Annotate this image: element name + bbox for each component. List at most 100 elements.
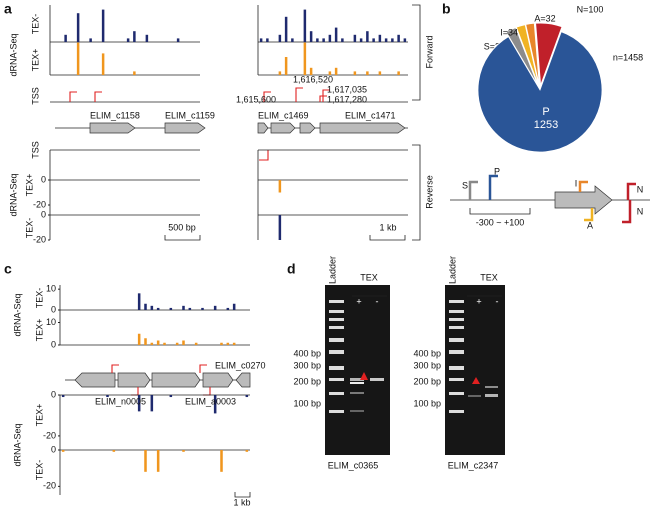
signal-bar (101, 53, 105, 75)
gene-label: ELIM_c1471 (345, 110, 396, 120)
row-label: TEX+ (24, 174, 34, 197)
pie-slice (535, 22, 563, 86)
group-label: dRNA-Seq (8, 33, 18, 76)
row-label: TEX+ (30, 49, 40, 72)
slice-label: A=32 (534, 13, 555, 23)
row-label: TSS (30, 141, 40, 159)
signal-bar (150, 342, 154, 345)
panel-label: d (287, 261, 296, 277)
y-tick-label: -20 (33, 199, 46, 209)
signal-bar (176, 38, 180, 42)
row-label: TSS (30, 87, 40, 105)
size-label: 100 bp (293, 398, 321, 408)
group-label: dRNA-Seq (8, 173, 18, 216)
signal-bar (188, 307, 192, 310)
signal-bar (76, 42, 80, 75)
size-label: 200 bp (293, 376, 321, 386)
signal-bar (220, 342, 223, 345)
slice-label: N=100 (577, 4, 604, 14)
slice-label: I=34 (500, 27, 518, 37)
signal-bar (397, 71, 400, 75)
coordinate: 1,617,280 (327, 94, 367, 104)
signal-bar (372, 38, 375, 42)
signal-bar (278, 215, 282, 240)
strand-label: Forward (424, 35, 434, 68)
signal-bar (278, 71, 282, 75)
group-label: dRNA-Seq (12, 423, 22, 466)
row-label: TEX- (30, 14, 40, 35)
panel-b-layout (450, 174, 650, 224)
group-label: dRNA-Seq (12, 293, 22, 336)
signal-bar (182, 340, 185, 345)
panel-a-layout (49, 4, 421, 241)
row-label: TEX- (34, 288, 44, 309)
ladder-label: Ladder (447, 256, 457, 284)
panel-label: a (4, 1, 12, 17)
gel-name: ELIM_c0365 (328, 460, 379, 470)
row-label: TEX- (34, 460, 44, 481)
signal-bar (284, 16, 288, 42)
panel-label: b (442, 1, 451, 17)
y-tick-label: 10 (46, 284, 56, 294)
signal-bar (169, 395, 173, 398)
signal-bar (328, 34, 332, 42)
tss-label: N (637, 206, 644, 216)
y-tick-label: 0 (51, 444, 56, 454)
scale-label: 500 bp (168, 222, 196, 232)
signal-bar (303, 42, 307, 75)
signal-bar (366, 71, 369, 75)
tss-label: I (575, 178, 578, 188)
signal-bar (137, 333, 141, 345)
range-label: -300 ~ +100 (476, 217, 525, 227)
size-label: 400 bp (293, 348, 321, 358)
signal-bar (126, 38, 130, 42)
signal-bar (232, 342, 236, 345)
gel-name: ELIM_c2347 (448, 460, 499, 470)
size-label: 200 bp (413, 376, 441, 386)
scale-label: 1 kb (379, 222, 396, 232)
signal-bar (61, 450, 65, 452)
size-label: 400 bp (413, 348, 441, 358)
signal-bar (89, 38, 92, 42)
signal-bar (156, 450, 160, 472)
signal-bar (150, 395, 154, 412)
signal-bar (64, 34, 67, 42)
signal-bar (303, 9, 307, 43)
signal-bar (156, 307, 160, 310)
y-tick-label: 0 (51, 389, 56, 399)
signal-bar (353, 71, 357, 75)
signal-bar (220, 450, 223, 472)
signal-bar (334, 67, 338, 75)
signal-bar (106, 395, 109, 398)
signal-bar (341, 38, 344, 42)
ladder-label: Ladder (327, 256, 337, 284)
signal-bar (145, 34, 149, 42)
signal-bar (213, 395, 217, 414)
signal-bar (156, 340, 160, 345)
gels (325, 285, 505, 455)
lane-label: + (476, 296, 481, 306)
signal-bar (144, 338, 147, 345)
coordinate: 1,617,035 (327, 84, 367, 94)
signal-bar (366, 31, 369, 42)
tss-label: A (587, 220, 593, 230)
signal-bar (163, 342, 166, 345)
signal-bar (353, 34, 357, 42)
coordinate: 1,616,520 (293, 74, 333, 84)
coordinate: 1,615,600 (236, 94, 276, 104)
y-tick-label: 0 (51, 339, 56, 349)
signal-bar (182, 450, 185, 452)
signal-bar (144, 450, 147, 472)
tss-label: P (494, 166, 500, 176)
y-tick-label: -20 (43, 481, 56, 491)
treatment-label: TEX (360, 272, 378, 282)
signal-bar (391, 38, 394, 42)
lane-label: + (356, 296, 361, 306)
signal-bar (278, 34, 282, 42)
signal-bar (245, 450, 249, 452)
signal-bar (259, 38, 263, 42)
signal-bar (101, 9, 105, 43)
pie-slice (515, 24, 539, 86)
gene-label: ELIM_c1158 (90, 110, 140, 120)
signal-bar (284, 57, 288, 75)
